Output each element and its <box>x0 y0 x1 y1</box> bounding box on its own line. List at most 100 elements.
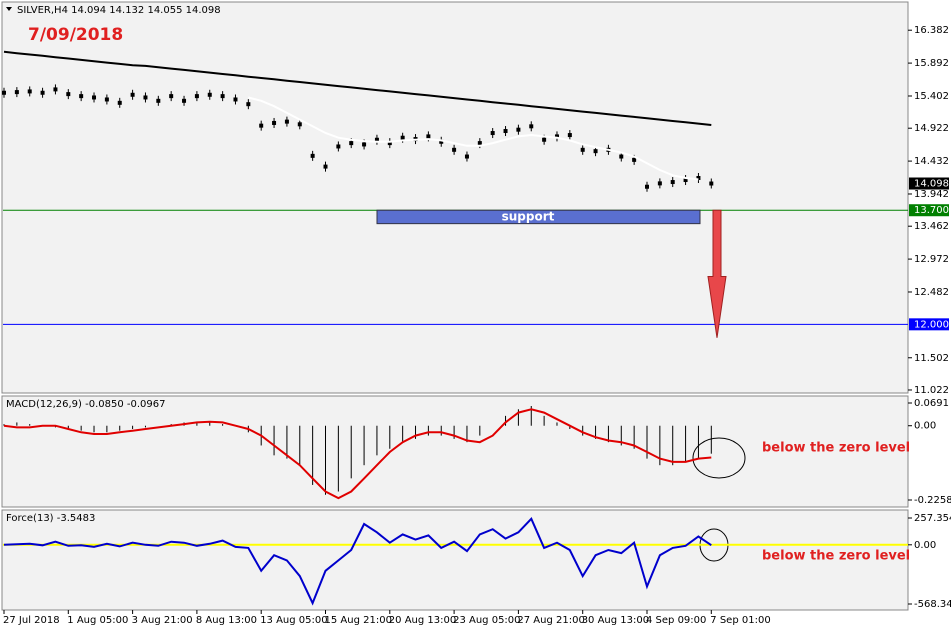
y-tick-label: 12.972 <box>914 254 949 265</box>
candle <box>92 95 97 100</box>
x-tick-label: 30 Aug 13:00 <box>582 615 649 626</box>
candle <box>53 87 58 92</box>
candle <box>683 178 688 183</box>
y-tick-label: 14.922 <box>914 123 949 134</box>
x-tick-label: 27 Aug 21:00 <box>517 615 584 626</box>
x-tick-label: 15 Aug 21:00 <box>325 615 392 626</box>
macd-panel <box>1 395 909 508</box>
candle <box>503 129 508 134</box>
support-zone <box>376 209 701 225</box>
candle <box>580 147 585 152</box>
candle <box>182 98 187 103</box>
force-header: Force(13) -3.5483 <box>6 513 95 524</box>
x-tick-label: 27 Jul 2018 <box>3 615 60 626</box>
candle <box>66 92 71 97</box>
x-tick-label: 3 Aug 21:00 <box>132 615 193 626</box>
candle <box>310 153 315 158</box>
level-label: 12.000 <box>914 319 949 330</box>
candle <box>117 100 122 105</box>
y-tick-label: 0.0691 <box>914 398 949 409</box>
price-label-box <box>909 177 949 190</box>
menu-icon <box>6 7 12 11</box>
candle <box>362 142 367 147</box>
candle <box>130 92 135 97</box>
candle <box>259 123 264 128</box>
candle <box>387 141 392 146</box>
candle <box>567 133 572 138</box>
support-label: support <box>502 209 555 223</box>
x-tick-label: 4 Sep 09:00 <box>646 615 706 626</box>
y-tick-label: -0.2258 <box>914 495 951 506</box>
force-note: below the zero level <box>762 549 910 564</box>
x-tick-label: 7 Sep 01:00 <box>710 615 770 626</box>
candle <box>645 184 649 189</box>
y-tick-label: 12.482 <box>914 287 949 298</box>
candle <box>220 94 225 99</box>
macd-header: MACD(12,26,9) -0.0850 -0.0967 <box>6 399 166 410</box>
candle <box>554 134 559 139</box>
level-label: 13.700 <box>914 205 949 216</box>
candle <box>79 94 84 99</box>
candle <box>207 92 212 97</box>
y-tick-label: 0.00 <box>914 540 936 551</box>
candle <box>40 90 45 95</box>
y-tick-label: 16.382 <box>914 25 949 36</box>
level-label-box <box>909 204 949 217</box>
y-tick-label: 15.892 <box>914 58 949 69</box>
indicator-line <box>3 517 712 606</box>
y-tick-label: 13.462 <box>914 221 949 232</box>
symbol-header: SILVER,H4 14.094 14.132 14.055 14.098 <box>17 5 221 16</box>
candle <box>27 89 32 94</box>
candle <box>349 141 354 146</box>
candle <box>14 90 19 95</box>
y-tick-label: 11.022 <box>914 385 949 396</box>
x-tick-label: 13 Aug 05:00 <box>260 615 327 626</box>
candle <box>2 90 6 95</box>
candle <box>323 164 328 169</box>
y-tick-label: 14.432 <box>914 156 949 167</box>
candle <box>696 176 701 181</box>
indicator-line <box>248 96 699 181</box>
main-panel <box>1 1 909 394</box>
macd-note: below the zero level <box>762 441 910 456</box>
candle <box>464 154 469 159</box>
y-tick-label: 0.00 <box>914 421 936 432</box>
y-tick-label: -568.345 <box>914 599 951 610</box>
macd-circle <box>692 437 746 479</box>
indicator-line <box>3 408 712 500</box>
candle <box>632 157 637 162</box>
candle <box>490 131 495 136</box>
candle <box>297 122 302 127</box>
candle <box>542 137 547 142</box>
candle <box>439 139 444 144</box>
candle <box>143 95 148 100</box>
candle <box>477 141 482 146</box>
candle <box>529 124 534 129</box>
candle <box>400 135 405 140</box>
candle <box>452 147 457 152</box>
candle <box>709 181 714 186</box>
candle <box>156 98 161 103</box>
candle <box>104 97 109 102</box>
force-panel <box>1 509 909 611</box>
price-label: 14.098 <box>914 179 949 190</box>
y-tick-label: 15.402 <box>914 91 949 102</box>
candle <box>169 94 174 99</box>
candle <box>194 94 199 99</box>
candle <box>336 144 341 149</box>
candle <box>374 137 379 142</box>
candle <box>246 102 251 107</box>
y-tick-label: 257.3541 <box>914 513 951 524</box>
y-tick-label: 13.942 <box>914 189 949 200</box>
candle <box>233 97 238 102</box>
y-tick-label: 11.502 <box>914 353 949 364</box>
candle <box>670 180 675 185</box>
candle <box>593 149 598 154</box>
x-tick-label: 1 Aug 05:00 <box>67 615 128 626</box>
candle <box>426 134 431 139</box>
down-arrow <box>707 209 727 338</box>
x-tick-label: 20 Aug 13:00 <box>389 615 456 626</box>
x-tick-label: 8 Aug 13:00 <box>196 615 257 626</box>
